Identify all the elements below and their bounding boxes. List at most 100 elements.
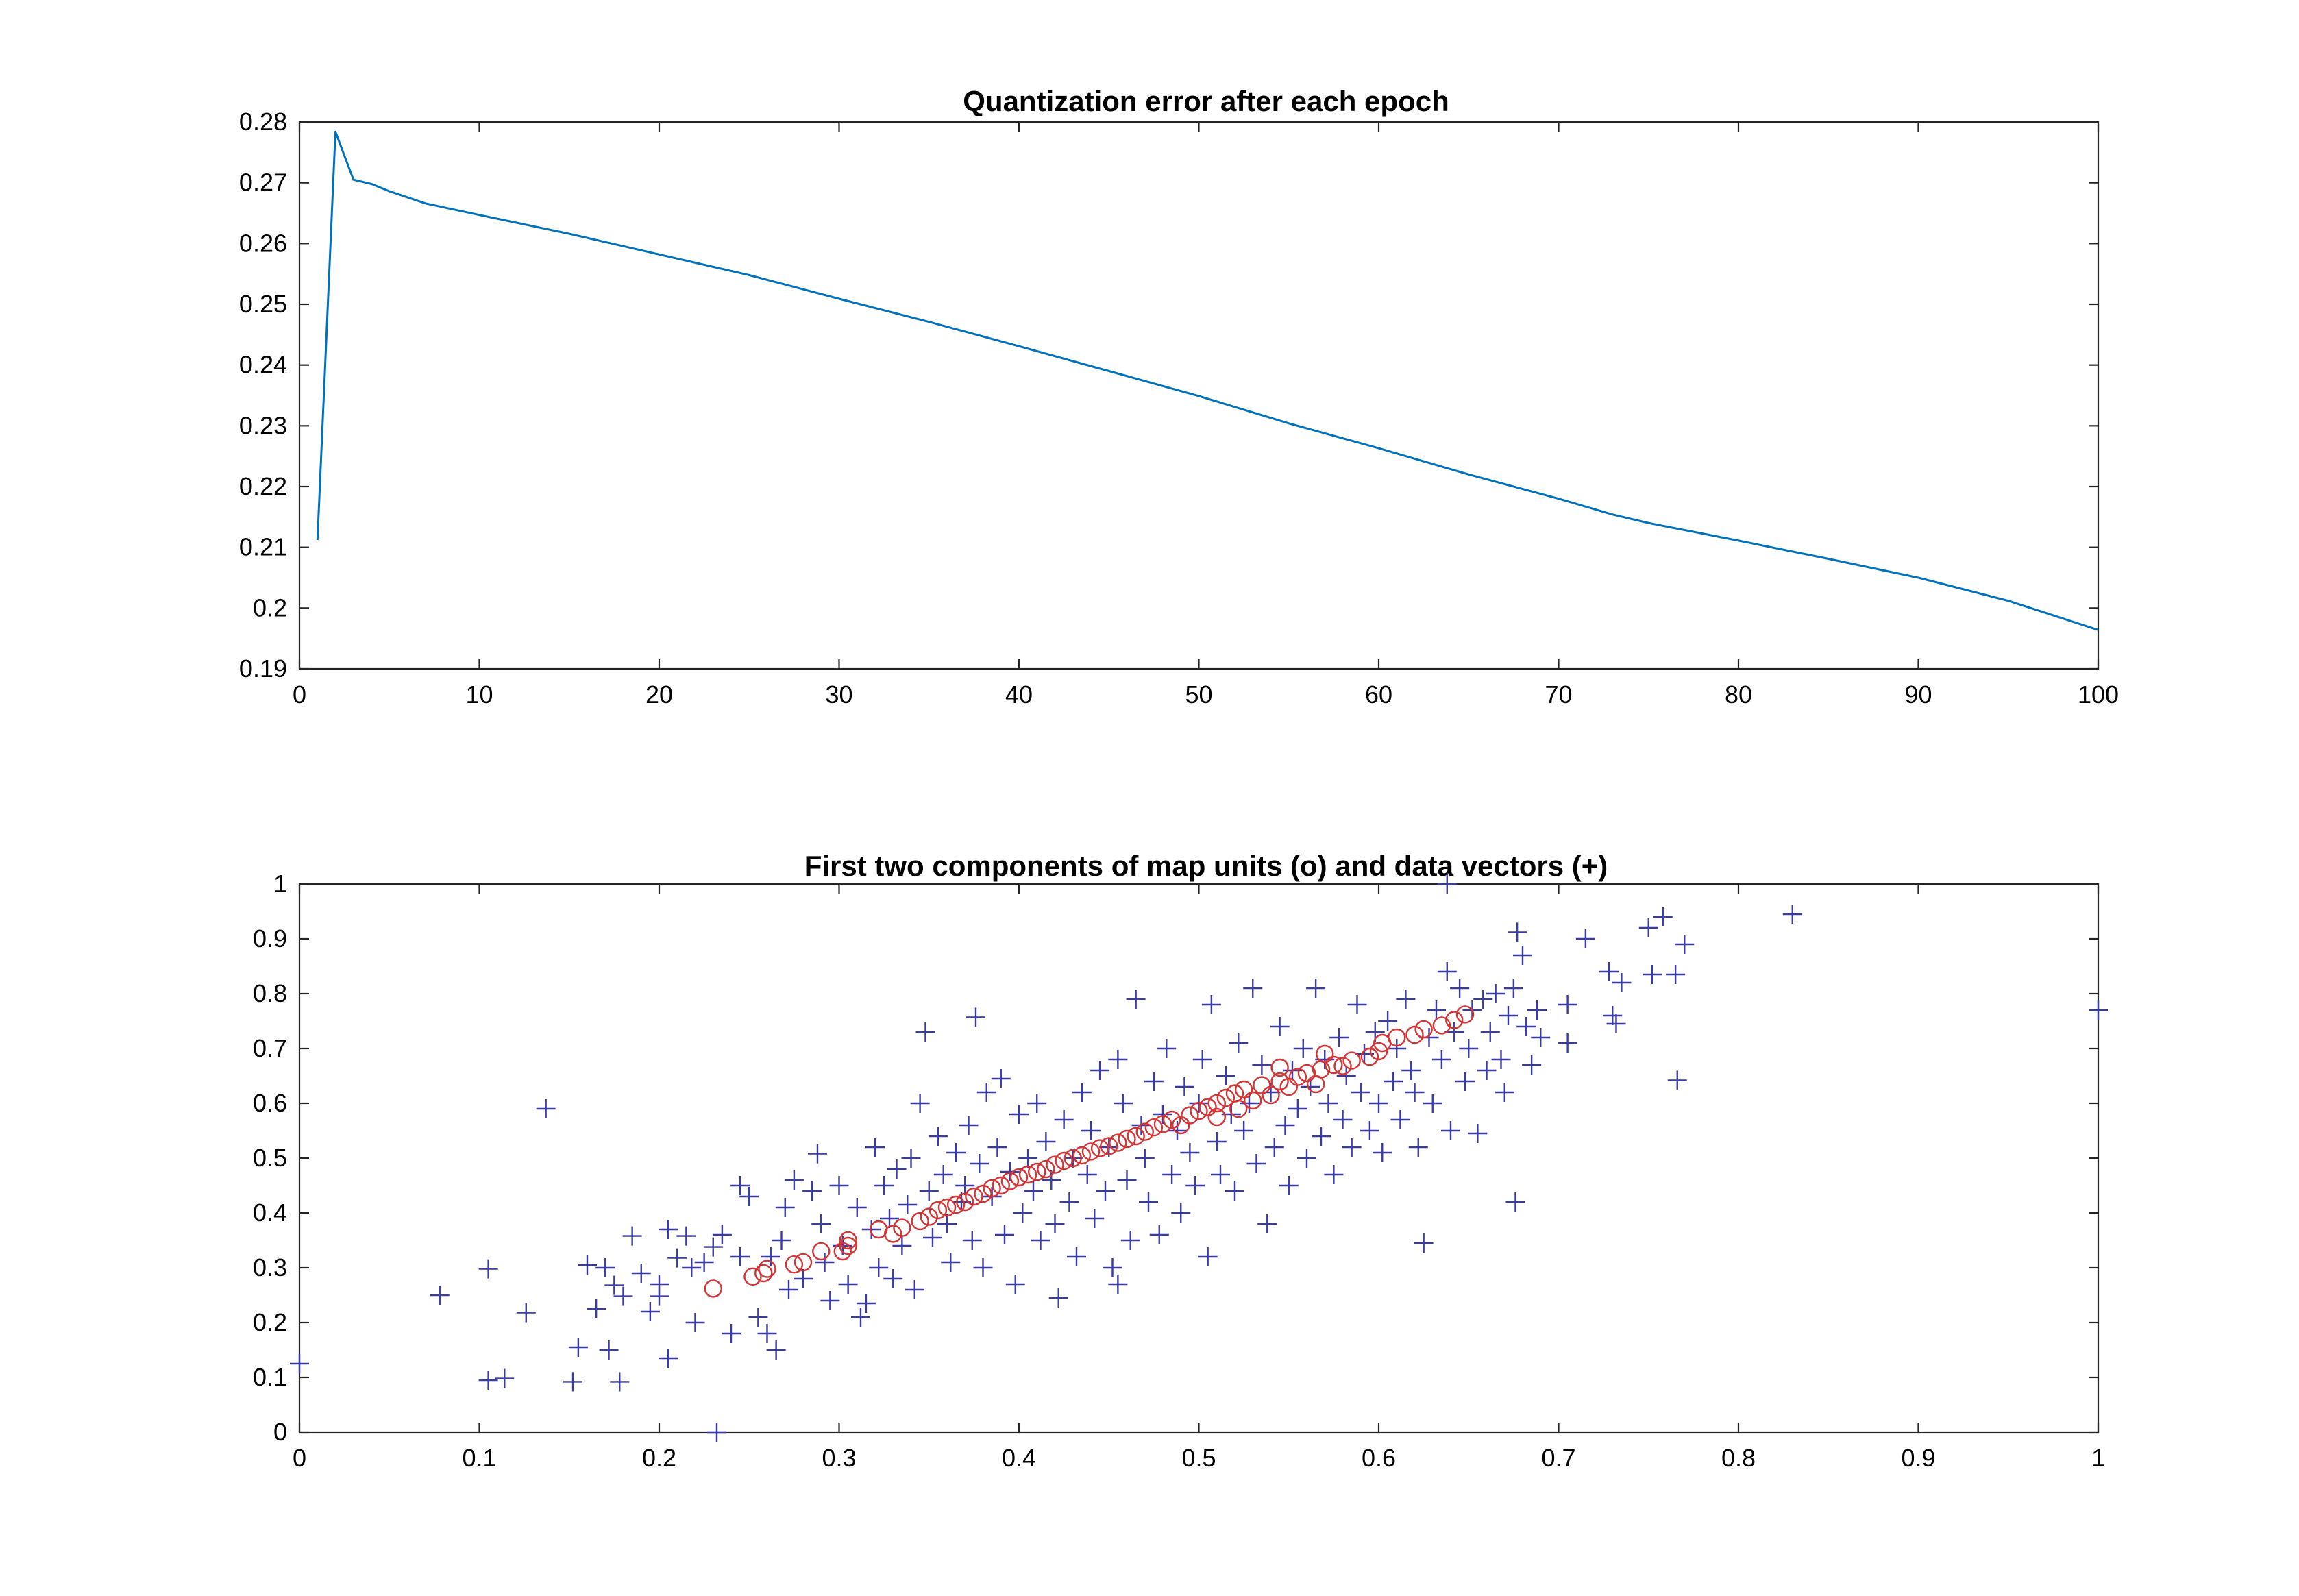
map-unit-point	[1009, 1168, 1029, 1187]
data-vector-point	[861, 1220, 881, 1239]
data-vector-point	[578, 1255, 597, 1275]
data-vector-point	[1527, 1000, 1547, 1020]
map-unit-point	[992, 1176, 1010, 1195]
data-vector-point	[923, 1228, 942, 1247]
data-vector-point	[622, 1226, 642, 1246]
map-unit-point	[1064, 1149, 1082, 1168]
data-vector-point	[973, 1258, 993, 1277]
data-vector-point	[1638, 918, 1658, 937]
map-unit-point	[974, 1184, 992, 1203]
data-vector-point	[1505, 1192, 1525, 1212]
data-vector-point	[1077, 1165, 1097, 1184]
map-unit-point	[1225, 1084, 1244, 1103]
scatter-y-tick-label: 0.6	[253, 1089, 287, 1117]
data-vector-point	[1198, 1247, 1218, 1266]
components-scatter-title: First two components of map units (o) an…	[804, 850, 1608, 882]
data-vector-point	[1390, 1110, 1410, 1129]
data-vector-point	[892, 1236, 912, 1255]
map-unit-point	[1072, 1146, 1092, 1165]
data-vector-point	[707, 1423, 726, 1442]
data-vector-point	[685, 1313, 705, 1332]
data-vector-point	[478, 1259, 498, 1279]
data-vector-point	[1216, 1066, 1235, 1085]
map-unit-point	[1455, 1005, 1475, 1024]
data-vector-point	[595, 1258, 615, 1277]
error-x-tick-label: 30	[825, 680, 852, 709]
data-vector-point	[631, 1264, 651, 1283]
error-x-tick-label: 70	[1545, 680, 1572, 709]
map-unit-point	[1090, 1139, 1109, 1157]
data-vector-point	[730, 1247, 750, 1266]
data-vector-point	[1431, 1050, 1451, 1069]
map-unit-point	[1270, 1058, 1289, 1077]
data-vector-point	[1427, 1000, 1446, 1020]
map-unit-point	[1333, 1057, 1352, 1075]
data-vector-point	[1437, 962, 1457, 981]
data-vector-point	[820, 1291, 840, 1310]
error-x-tick-label: 20	[646, 680, 673, 709]
scatter-x-tick-label: 0.6	[1362, 1444, 1396, 1472]
map-unit-point	[893, 1218, 911, 1237]
map-unit-point	[1414, 1020, 1433, 1039]
map-unit-point	[758, 1260, 776, 1278]
map-unit-point	[884, 1225, 902, 1243]
data-vector-point	[1096, 1181, 1115, 1201]
data-vector-point	[1522, 1055, 1542, 1075]
scatter-x-tick-label: 0.1	[462, 1444, 496, 1472]
data-vector-point	[604, 1275, 624, 1295]
data-vector-point	[1117, 1170, 1137, 1190]
data-vector-point	[1207, 1132, 1227, 1151]
data-vector-point	[1162, 1165, 1182, 1184]
data-vector-point	[1063, 1149, 1083, 1168]
error-y-tick-label: 0.27	[239, 169, 287, 197]
map-units-series	[704, 1005, 1475, 1298]
data-vector-point	[1351, 1083, 1370, 1102]
data-vector-point	[703, 1237, 723, 1257]
map-unit-point	[1342, 1051, 1361, 1070]
data-vector-point	[901, 1149, 921, 1168]
data-vector-point	[851, 1308, 870, 1327]
data-vector-point	[987, 1138, 1007, 1157]
data-vector-point	[1013, 1203, 1033, 1223]
map-unit-point	[794, 1253, 813, 1272]
map-unit-point	[1198, 1098, 1217, 1116]
data-vector-point	[1264, 1138, 1284, 1157]
scatter-axes-box	[298, 883, 2100, 1434]
map-unit-point	[839, 1231, 857, 1250]
data-vector-point	[1441, 1121, 1460, 1140]
data-vector-point	[1135, 1149, 1155, 1168]
data-vector-point	[1048, 1288, 1068, 1308]
map-unit-point	[1018, 1165, 1037, 1184]
scatter-x-tick-label: 0.3	[822, 1444, 856, 1472]
data-vector-point	[1516, 1017, 1536, 1036]
map-unit-point	[1118, 1129, 1136, 1149]
map-unit-point	[1153, 1115, 1172, 1133]
error-y-tick-label: 0.22	[239, 472, 287, 500]
data-vector-point	[536, 1099, 556, 1118]
data-vector-point	[1103, 1258, 1122, 1277]
data-vector-point	[761, 1247, 780, 1266]
data-vector-point	[1036, 1132, 1056, 1151]
data-vector-point	[815, 1253, 835, 1272]
scatter-x-tick-label: 0.2	[642, 1444, 676, 1472]
data-vector-point	[1009, 1105, 1029, 1124]
data-vectors-series	[290, 874, 2108, 1442]
map-unit-point	[1297, 1064, 1316, 1083]
data-vector-point	[478, 1371, 498, 1390]
data-vector-point	[937, 1214, 957, 1233]
data-vector-point	[1149, 1225, 1169, 1244]
data-vector-point	[587, 1299, 606, 1318]
data-vector-point	[784, 1170, 804, 1190]
data-vector-point	[640, 1302, 660, 1321]
scatter-y-tick-label: 0.9	[253, 924, 287, 953]
data-vector-point	[880, 1209, 899, 1228]
scatter-x-tick-label: 1	[2091, 1444, 2105, 1472]
map-unit-point	[1000, 1172, 1020, 1190]
scatter-y-tick-label: 0.2	[253, 1308, 287, 1336]
error-x-tick-label: 40	[1005, 680, 1033, 709]
error-y-tick-label: 0.24	[239, 351, 287, 379]
data-vector-point	[1384, 1072, 1403, 1091]
data-vector-point	[430, 1286, 450, 1305]
data-vector-point	[933, 1165, 953, 1184]
data-vector-point	[1114, 1094, 1133, 1113]
